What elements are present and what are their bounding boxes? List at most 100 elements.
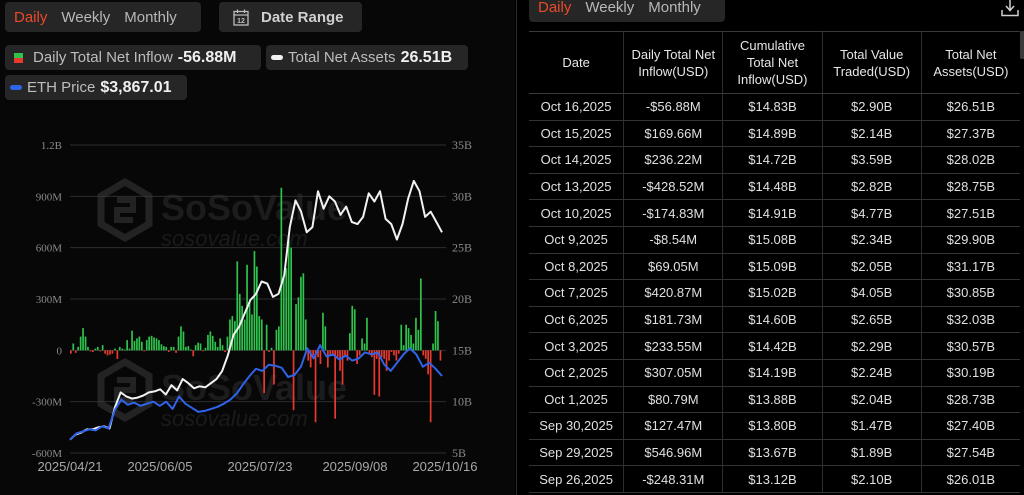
inflow-bar[interactable] <box>204 347 207 351</box>
inflow-bar[interactable] <box>99 350 102 352</box>
col-net-assets[interactable]: Total Net Assets(USD) <box>921 31 1020 94</box>
inflow-bar[interactable] <box>229 319 231 351</box>
inflow-bar[interactable] <box>309 350 312 368</box>
table-row[interactable]: Oct 8,2025 $69.05M $15.09B $2.05B $31.17B <box>529 253 1020 281</box>
inflow-bar[interactable] <box>84 336 87 351</box>
inflow-bar[interactable] <box>388 350 390 361</box>
inflow-bar[interactable] <box>329 350 332 355</box>
inflow-bar[interactable] <box>150 335 153 351</box>
inflow-bar[interactable] <box>368 350 371 354</box>
inflow-bar[interactable] <box>116 350 119 359</box>
inflow-bar[interactable] <box>437 321 439 351</box>
inflow-bar[interactable] <box>79 336 82 351</box>
inflow-bar[interactable] <box>380 350 383 358</box>
inflow-bar[interactable] <box>141 341 143 351</box>
inflow-bar[interactable] <box>341 350 344 385</box>
inflow-bar[interactable] <box>258 316 261 351</box>
inflow-bar[interactable] <box>336 350 339 359</box>
tab-daily[interactable]: Daily <box>538 0 572 16</box>
inflow-bar[interactable] <box>422 350 425 356</box>
inflow-bar[interactable] <box>226 336 229 351</box>
table-row[interactable]: Oct 1,2025 $80.79M $13.88B $2.04B $28.73B <box>529 386 1020 414</box>
inflow-bar[interactable] <box>270 347 273 351</box>
inflow-bar[interactable] <box>70 350 72 354</box>
inflow-bar[interactable] <box>180 326 182 351</box>
inflow-bar[interactable] <box>358 350 361 356</box>
table-row[interactable]: Oct 16,2025 -$56.88M $14.83B $2.90B $26.51B <box>529 93 1020 121</box>
col-cumulative-inflow[interactable]: Cumulative Total Net Inflow(USD) <box>722 31 823 94</box>
inflow-bar[interactable] <box>292 350 295 411</box>
inflow-bar[interactable] <box>407 328 410 351</box>
table-scrollbar[interactable] <box>1020 31 1024 59</box>
inflow-bar[interactable] <box>424 350 427 359</box>
inflow-bar[interactable] <box>241 305 243 351</box>
col-value-traded[interactable]: Total Value Traded(USD) <box>822 31 922 94</box>
inflow-bar[interactable] <box>219 338 221 351</box>
inflow-bar[interactable] <box>163 346 165 351</box>
inflow-bar[interactable] <box>131 330 133 351</box>
inflow-bar[interactable] <box>366 317 368 351</box>
inflow-bar[interactable] <box>89 350 92 352</box>
inflow-bar[interactable] <box>72 343 75 351</box>
inflow-bar[interactable] <box>214 341 217 351</box>
inflow-bar[interactable] <box>356 350 358 364</box>
inflow-bar[interactable] <box>402 345 405 351</box>
legend-price[interactable]: ETH Price $3,867.01 <box>5 75 187 100</box>
inflow-bar[interactable] <box>251 314 253 351</box>
inflow-bar[interactable] <box>123 349 126 351</box>
inflow-bar[interactable] <box>126 340 128 351</box>
inflow-bar[interactable] <box>307 350 310 361</box>
inflow-bar[interactable] <box>434 311 437 351</box>
inflow-bar[interactable] <box>361 338 363 351</box>
inflow-bar[interactable] <box>175 350 177 353</box>
table-row[interactable]: Oct 10,2025 -$174.83M $14.91B $4.77B $27.51B <box>529 199 1020 227</box>
inflow-bar[interactable] <box>383 350 385 359</box>
inflow-bar[interactable] <box>234 321 236 351</box>
inflow-bar[interactable] <box>207 334 209 351</box>
inflow-bar[interactable] <box>121 348 124 351</box>
inflow-bar[interactable] <box>327 350 329 368</box>
inflow-bar[interactable] <box>351 305 354 351</box>
inflow-bar[interactable] <box>339 350 341 371</box>
inflow-bar[interactable] <box>260 319 263 351</box>
inflow-bar[interactable] <box>415 317 417 351</box>
inflow-bar[interactable] <box>373 350 376 395</box>
inflow-bar[interactable] <box>290 247 292 351</box>
inflow-bar[interactable] <box>302 273 305 351</box>
inflow-bar[interactable] <box>268 350 270 352</box>
inflow-bar[interactable] <box>96 346 99 351</box>
inflow-bar[interactable] <box>285 268 288 351</box>
inflow-bar[interactable] <box>138 336 141 351</box>
inflow-bar[interactable] <box>280 187 283 351</box>
inflow-bar[interactable] <box>304 319 307 351</box>
inflow-bar[interactable] <box>197 342 199 351</box>
tab-monthly[interactable]: Monthly <box>124 8 177 26</box>
inflow-bar[interactable] <box>334 350 336 419</box>
inflow-bar[interactable] <box>74 350 77 353</box>
inflow-bar[interactable] <box>216 346 219 351</box>
table-row[interactable]: Oct 14,2025 $236.22M $14.72B $3.59B $28.02B <box>529 146 1020 174</box>
inflow-bar[interactable] <box>104 350 106 354</box>
inflow-bar[interactable] <box>118 346 121 351</box>
inflow-bar[interactable] <box>400 324 403 351</box>
inflow-bar[interactable] <box>322 312 324 351</box>
inflow-bar[interactable] <box>300 276 302 351</box>
inflow-bar[interactable] <box>185 346 187 351</box>
inflow-bar[interactable] <box>256 266 258 351</box>
col-date[interactable]: Date <box>529 31 625 94</box>
inflow-bar[interactable] <box>170 346 172 351</box>
tab-weekly[interactable]: Weekly <box>585 0 635 16</box>
inflow-bar[interactable] <box>412 343 415 351</box>
inflow-bar[interactable] <box>287 235 290 351</box>
inflow-bar[interactable] <box>211 335 214 351</box>
inflow-bar[interactable] <box>182 331 185 351</box>
inflow-bar[interactable] <box>297 297 300 351</box>
inflow-bar[interactable] <box>319 350 322 364</box>
tab-monthly[interactable]: Monthly <box>648 0 701 16</box>
inflow-bar[interactable] <box>128 348 131 351</box>
inflow-bar[interactable] <box>331 350 334 356</box>
inflow-bar[interactable] <box>295 304 297 351</box>
inflow-bar[interactable] <box>224 350 226 352</box>
inflow-assets-chart[interactable]: 1.2B 35B 900M 30B 600M 25B 300M 20B 0 15B -300M 10B… <box>0 130 515 495</box>
inflow-bar[interactable] <box>397 350 400 354</box>
